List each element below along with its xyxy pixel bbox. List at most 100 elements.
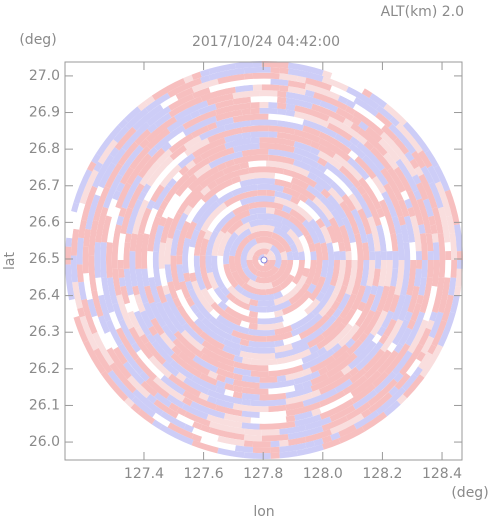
echo-segment <box>347 157 370 181</box>
echo-segment <box>391 294 406 322</box>
echo-segment <box>367 216 381 252</box>
echo-segment <box>361 155 389 187</box>
echo-segment <box>288 215 310 238</box>
echo-segment <box>456 251 463 260</box>
echo-segment <box>329 404 356 422</box>
echo-segment <box>124 302 133 313</box>
echo-segment <box>133 310 152 337</box>
echo-segment <box>208 147 235 163</box>
x-tick-label: 128.2 <box>362 466 402 482</box>
echo-segment <box>431 233 439 243</box>
y-tick-label: 26.4 <box>29 288 60 304</box>
echo-segment <box>304 83 341 101</box>
echo-segment <box>402 121 430 153</box>
echo-segment <box>146 127 171 150</box>
echo-segment <box>345 401 371 421</box>
echo-segment <box>253 248 270 258</box>
echo-segment <box>132 104 164 131</box>
echo-segment <box>394 372 411 390</box>
echo-segment <box>311 284 336 317</box>
echo-segment <box>160 411 187 430</box>
echo-segment <box>139 138 150 149</box>
echo-segment <box>370 285 378 296</box>
echo-segment <box>285 97 313 110</box>
echo-segment <box>118 268 125 278</box>
echo-segment <box>338 242 346 252</box>
echo-segment <box>207 180 218 191</box>
echo-segment <box>257 311 276 319</box>
echo-segment <box>371 333 382 344</box>
echo-segment <box>325 351 351 372</box>
echo-segment <box>199 68 211 78</box>
echo-segment <box>383 400 401 417</box>
echo-segment <box>160 216 174 244</box>
echo-segment <box>418 327 432 347</box>
echo-segment <box>330 209 345 228</box>
echo-segment <box>390 268 399 287</box>
echo-segment <box>65 264 75 301</box>
echo-segment <box>276 348 312 365</box>
echo-segment <box>152 412 171 428</box>
echo-segment <box>317 157 328 167</box>
echo-segment <box>118 207 127 218</box>
echo-segment <box>276 120 304 131</box>
echo-segment <box>358 332 369 343</box>
echo-segment <box>105 260 113 278</box>
echo-segment <box>241 289 275 301</box>
echo-segment <box>279 424 307 435</box>
echo-segment <box>252 84 262 91</box>
echo-segment <box>289 243 298 253</box>
echo-segment <box>285 370 304 381</box>
echo-segment <box>264 260 288 284</box>
echo-segment <box>259 90 278 97</box>
echo-segment <box>397 215 406 226</box>
echo-segment <box>224 159 235 168</box>
echo-segment <box>158 242 166 269</box>
echo-segment <box>208 67 245 81</box>
echo-segment <box>114 126 137 151</box>
echo-segment <box>291 327 325 350</box>
echo-segment <box>194 200 220 232</box>
echo-segment <box>166 178 177 189</box>
echo-segment <box>172 171 183 182</box>
echo-segment <box>162 360 180 377</box>
echo-segment <box>409 158 420 170</box>
echo-segment <box>341 308 356 327</box>
echo-segment <box>192 137 226 159</box>
echo-segment <box>305 440 316 449</box>
echo-segment <box>277 90 287 98</box>
echo-segment <box>216 162 227 172</box>
echo-segment <box>116 215 125 226</box>
echo-segment <box>320 225 332 244</box>
echo-segment <box>193 163 212 179</box>
echo-segment <box>318 292 339 318</box>
echo-segment <box>371 176 387 194</box>
echo-segment <box>126 153 152 186</box>
echo-segment <box>198 392 209 401</box>
echo-segment <box>192 87 211 99</box>
echo-segment <box>335 107 354 122</box>
echo-segment <box>252 441 271 448</box>
echo-segment <box>246 242 273 260</box>
echo-segment <box>259 101 269 108</box>
echo-segment <box>129 145 151 170</box>
echo-segment <box>274 325 293 336</box>
echo-segment <box>430 224 438 235</box>
echo-segment <box>281 204 292 214</box>
echo-segment <box>404 198 413 209</box>
echo-segment <box>200 287 215 306</box>
echo-segment <box>322 438 341 450</box>
echo-segment <box>106 347 132 380</box>
echo-segment <box>239 172 276 182</box>
echo-segment <box>172 297 182 308</box>
echo-segment <box>400 190 410 201</box>
echo-segment <box>199 238 209 256</box>
echo-segment <box>116 294 134 330</box>
echo-segment <box>190 401 226 419</box>
echo-segment <box>168 402 180 413</box>
echo-segment <box>274 309 284 318</box>
echo-segment <box>356 184 367 196</box>
echo-segment <box>321 435 333 444</box>
echo-segment <box>326 225 338 244</box>
echo-segment <box>241 125 269 133</box>
